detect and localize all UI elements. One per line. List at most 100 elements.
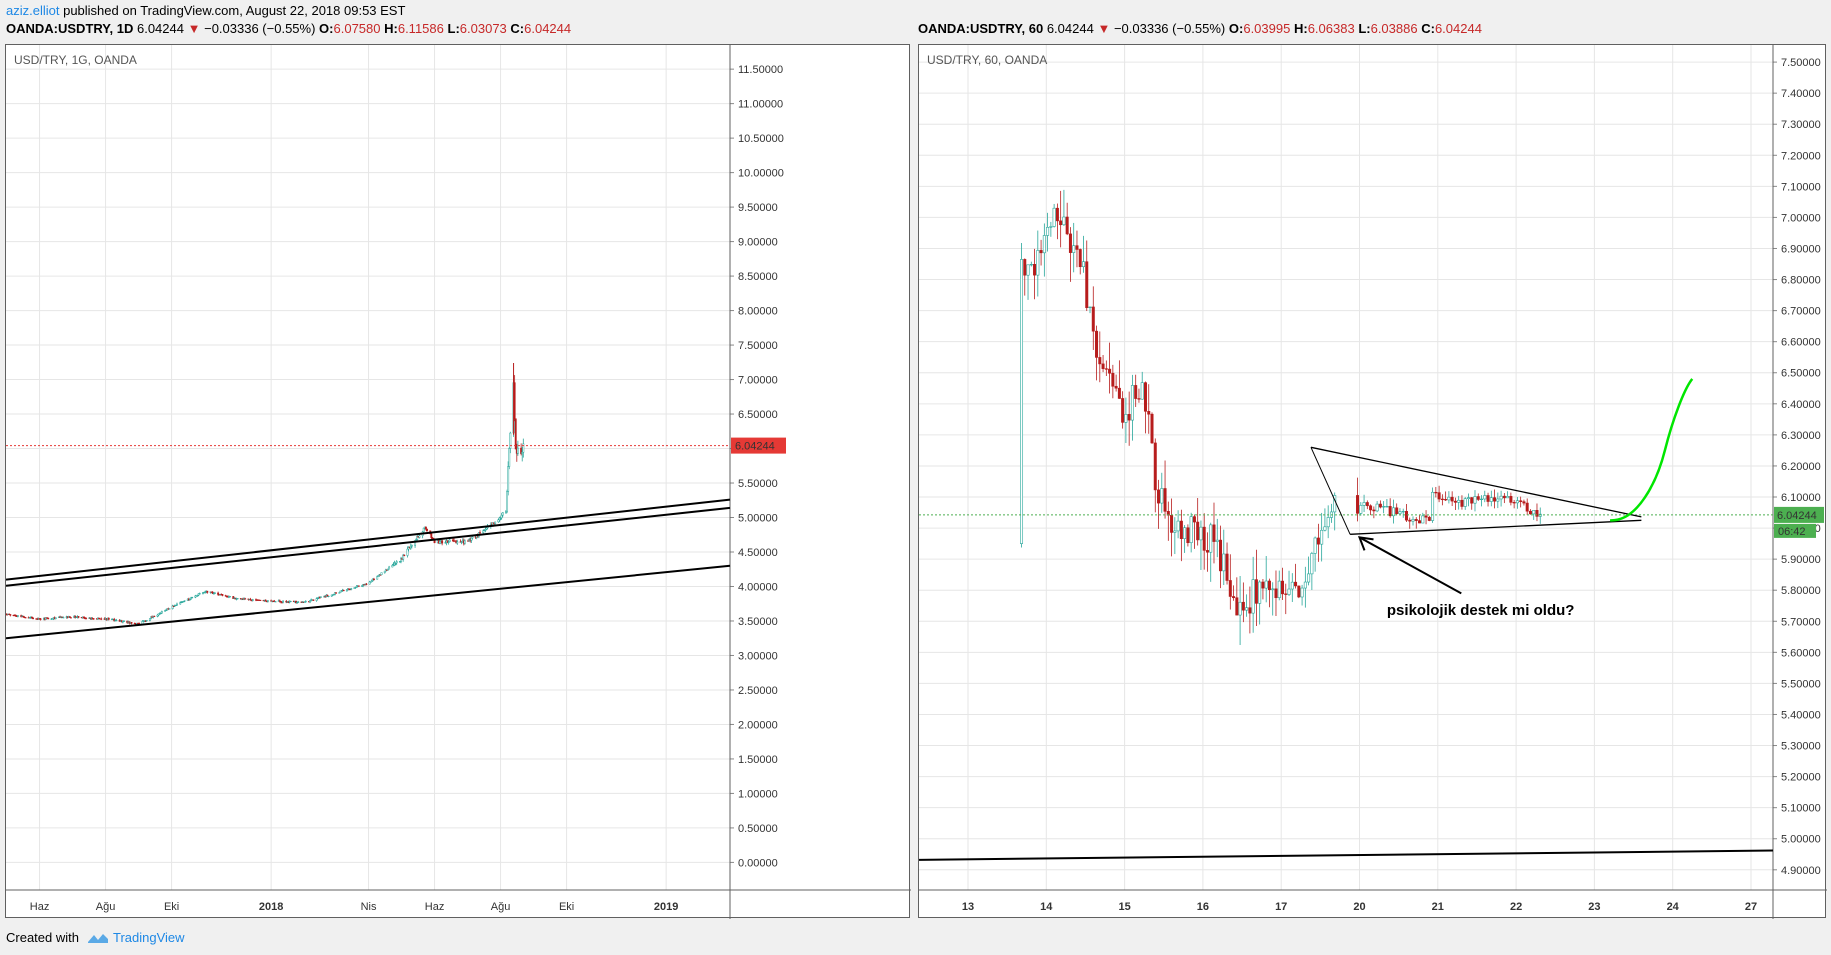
left-y-tick-label: 9.00000 [738,237,778,249]
left-candle-body [497,519,500,523]
right-candle-body [1049,226,1053,228]
right-y-tick-label: 6.30000 [1781,430,1821,442]
right-candle-body [1199,526,1203,541]
right-candle-body [1147,410,1151,415]
left-candle-body [414,540,417,546]
left-last-price-tag [731,437,786,454]
left-candle-body [339,590,342,593]
right-y-tick-label: 5.90000 [1781,554,1821,566]
left-x-tick-label: 2019 [654,901,678,913]
left-candle-body [409,545,412,549]
right-high-label: H: [1293,21,1308,36]
right-candle-body [1235,597,1239,616]
left-candle-body [354,587,357,589]
right-y-tick-label: 6.70000 [1781,306,1821,318]
right-candle-body [1108,368,1112,374]
left-y-tick-label: 4.50000 [738,547,778,559]
left-candle-body [456,541,459,544]
left-chart-panel[interactable]: 11.50000 11.00000 10.50000 10.00000 9.50000 9… [5,44,911,919]
right-y-tick-label: 4.90000 [1781,865,1821,877]
left-candle-body [176,603,178,606]
right-candle-body [1434,491,1438,494]
annotation-text: psikolojik destek mi oldu? [1387,602,1575,619]
right-y-tick-label: 5.50000 [1781,678,1821,690]
right-y-tick-label: 6.20000 [1781,461,1821,473]
right-long-support-line [919,849,1774,861]
triangle-lower-line [1350,519,1642,535]
left-x-tick-label: Haz [425,901,445,913]
right-candle-body [1215,539,1219,542]
left-candle-body [391,565,394,568]
right-y-tick-label: 7.00000 [1781,212,1821,224]
right-candle-body [1196,521,1200,541]
right-change: −0.03336 (−0.55%) [1113,21,1226,36]
right-candle-body [1509,496,1513,503]
left-candle-body [508,448,511,467]
left-candle-body [448,539,451,542]
right-candle-body [1114,385,1118,389]
left-close: 6.04244 [524,21,572,36]
left-y-tick-label: 1.00000 [738,788,778,800]
right-candle-body [1189,516,1193,544]
left-candle-body [516,447,519,454]
right-close-label: C: [1421,21,1435,36]
right-candle-body [1395,507,1399,515]
left-open: 6.07580 [333,21,381,36]
right-x-tick-label: 23 [1588,901,1600,913]
right-y-tick-label: 6.50000 [1781,368,1821,380]
left-y-tick-label: 8.00000 [738,306,778,318]
right-candle-body [1303,581,1307,589]
right-candle-body [1091,306,1095,332]
right-candle-body [1525,502,1529,512]
right-candle-body [1258,581,1262,604]
left-channel-lower-line [6,564,731,640]
right-chart-svg[interactable]: 7.50000 7.40000 7.30000 7.20000 7.10000 7.000… [919,45,1827,919]
right-candles [1020,189,1542,646]
left-y-tick-label: 11.00000 [738,99,783,111]
right-candle-body [1075,245,1079,250]
left-candle-body [431,537,434,539]
right-candle-body [1470,497,1474,504]
left-candle-body [424,526,427,530]
right-y-tick-label: 5.20000 [1781,772,1821,784]
right-chart-panel[interactable]: 7.50000 7.40000 7.30000 7.20000 7.10000 7.000… [918,44,1827,919]
left-symbol: OANDA:USDTRY, 1D [6,21,134,36]
right-candle-body [1036,250,1040,276]
right-candle-body [1026,264,1030,276]
left-candle-body [197,593,200,596]
left-candle-body [373,578,375,580]
right-candle-body [1460,499,1464,507]
left-candle-body [100,618,103,620]
right-time-axis: 13 14 15 16 17 20 21 22 23 24 27 [962,901,1757,913]
author-link[interactable]: aziz.elliot [6,3,60,18]
right-y-tick-label: 6.10000 [1781,492,1821,504]
left-candle-body [418,535,421,538]
left-candle-body [304,601,307,603]
left-candle-body [251,599,254,601]
right-candle-body [1532,510,1536,515]
left-candle-body [338,592,341,594]
left-y-tick-label: 10.50000 [738,133,784,145]
left-y-tick-label: 7.50000 [738,340,778,352]
right-candle-body [1450,496,1454,502]
left-high: 6.11586 [397,21,444,36]
left-y-tick-label: 3.50000 [738,616,778,628]
tradingview-link[interactable]: TradingView [87,930,185,945]
left-candle-body [357,585,360,587]
left-candle-body [264,599,267,602]
left-chart-svg[interactable]: 11.50000 11.00000 10.50000 10.00000 9.50000 9… [6,45,911,919]
left-low: 6.03073 [459,21,507,36]
right-candle-body [1241,601,1245,611]
right-y-tick-label: 5.40000 [1781,709,1821,721]
left-candle-body [507,466,510,492]
right-candle-body [1023,259,1027,276]
right-candle-body [1457,499,1461,503]
left-candle-body [342,589,345,592]
left-candle-body [168,608,171,610]
right-candle-body [1310,553,1314,575]
right-candle-body [1463,498,1467,507]
left-last: 6.04244 [136,21,184,36]
left-price-axis: 11.50000 11.00000 10.50000 10.00000 9.50000 9… [730,64,784,869]
right-candle-body [1528,510,1532,515]
left-candle-body [416,535,419,540]
